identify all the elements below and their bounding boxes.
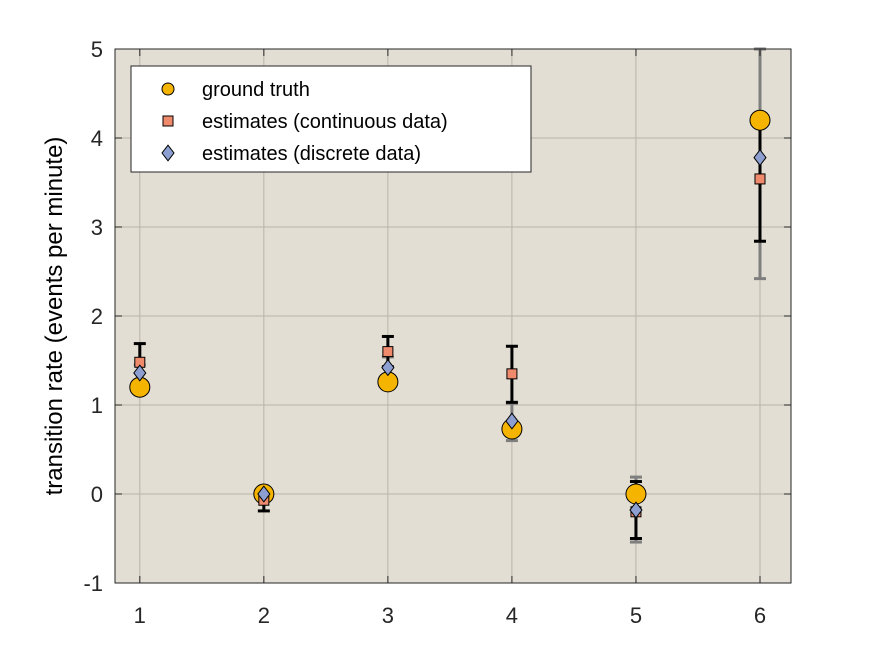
legend-box: [130, 65, 532, 173]
y-tick-label: 3: [91, 215, 103, 240]
legend-marker-circle: [161, 82, 175, 96]
discrete-estimate-point: [257, 485, 271, 503]
continuous-estimate-point: [754, 173, 766, 185]
legend-label-discrete: estimates (discrete data): [202, 143, 421, 165]
discrete-estimate-point: [505, 412, 519, 430]
ground-truth-point: [749, 109, 771, 131]
y-tick-label: 1: [91, 393, 103, 418]
y-tick-label: 4: [91, 126, 103, 151]
discrete-estimate-point: [753, 148, 767, 167]
discrete-estimate-point: [133, 364, 147, 382]
y-axis-label: transition rate (events per minute): [41, 137, 68, 496]
discrete-estimate-point: [629, 501, 643, 519]
y-tick-label: 0: [91, 482, 103, 507]
legend-markers: [161, 82, 175, 162]
data-markers: [129, 109, 771, 519]
tick-labels: 1 2 3 4 5 6 -1 0 1 2 3 4 5: [83, 37, 766, 628]
y-tick-label: 2: [91, 304, 103, 329]
x-tick-label: 5: [630, 603, 642, 628]
x-tick-label: 2: [258, 603, 270, 628]
x-tick-label: 6: [754, 603, 766, 628]
x-tick-label: 3: [382, 603, 394, 628]
y-tick-label: 5: [91, 37, 103, 62]
legend-label-ground-truth: ground truth: [202, 79, 310, 101]
y-tick-label: -1: [83, 571, 103, 596]
ground-truth-point: [625, 483, 647, 505]
x-tick-label: 1: [134, 603, 146, 628]
legend: ground truth estimates (continuous data)…: [130, 65, 532, 173]
legend-marker-square: [162, 115, 174, 127]
x-tick-label: 4: [506, 603, 518, 628]
continuous-estimate-point: [382, 346, 394, 358]
discrete-estimate-point: [381, 358, 395, 377]
legend-label-continuous: estimates (continuous data): [202, 111, 448, 133]
axis-ticks: [115, 48, 791, 584]
legend-marker-diamond: [161, 144, 175, 162]
continuous-estimate-point: [506, 368, 518, 380]
